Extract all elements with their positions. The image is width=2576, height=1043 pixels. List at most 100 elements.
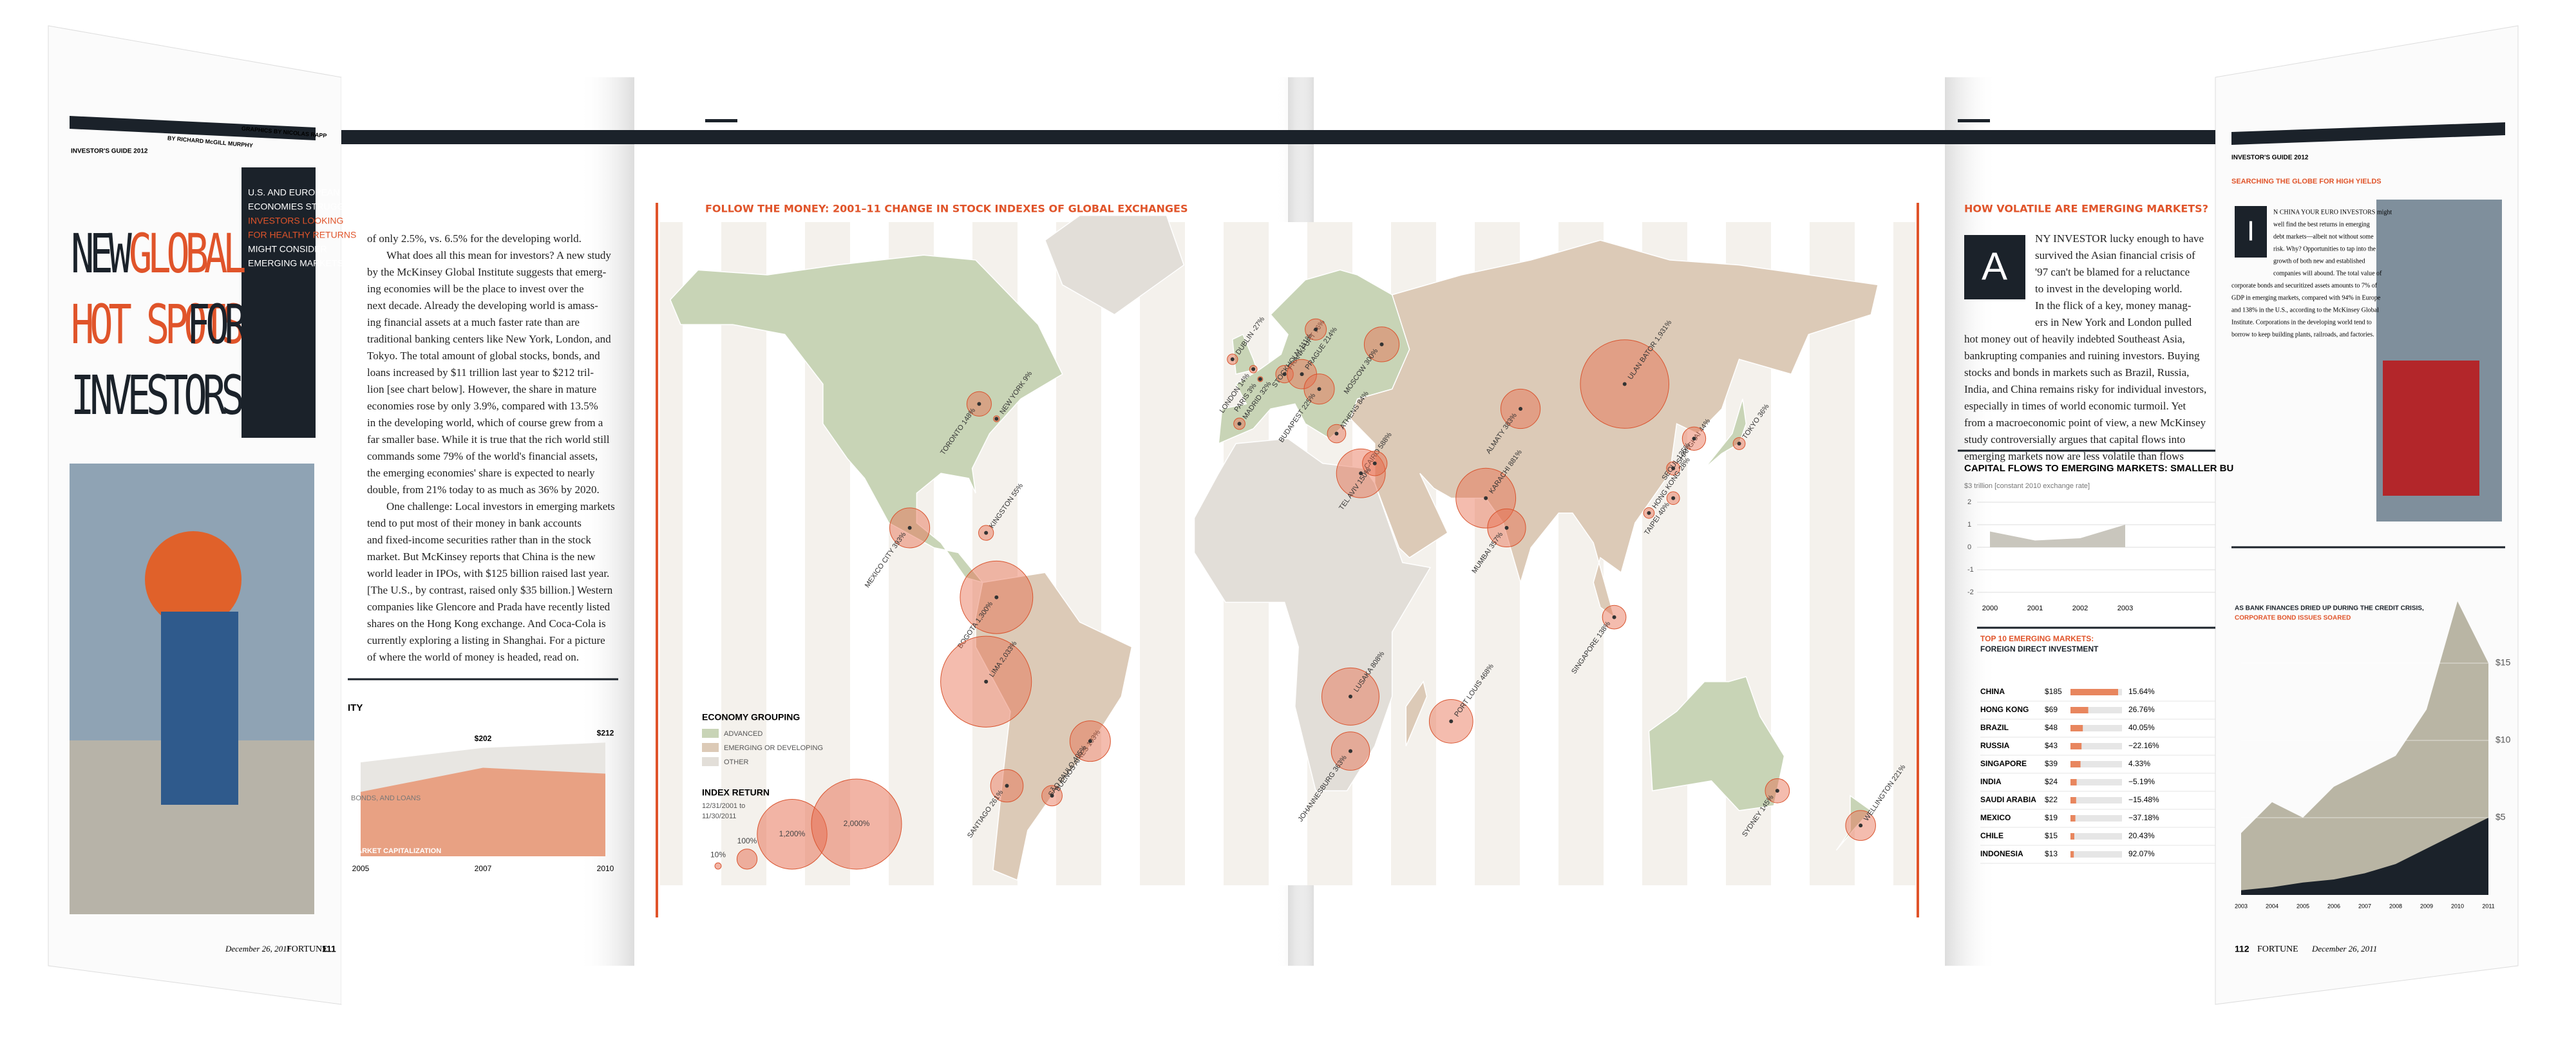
- city-dot: [1379, 342, 1384, 346]
- city-dot: [1088, 739, 1092, 744]
- x-tick-label: 2000: [1982, 605, 1998, 612]
- article-title: HOW VOLATILE ARE EMERGING MARKETS?: [1964, 203, 2208, 215]
- article-line: economies rose by only 3.9%, compared wi…: [367, 400, 598, 412]
- article-line: world leader in IPOs, with $125 billion …: [367, 567, 609, 579]
- article-line: GDP in emerging markets, compared with 9…: [2231, 294, 2381, 301]
- x-tick-label: 2003: [2235, 903, 2248, 909]
- article-line: N CHINA YOUR EURO INVESTORS might: [2273, 209, 2392, 216]
- article-line: NY INVESTOR lucky enough to have: [2035, 232, 2204, 245]
- legend-period: 11/30/2011: [702, 813, 736, 820]
- chart-subtitle: $3 trillion [constant 2010 exchange rate…: [1964, 482, 2090, 490]
- change: −37.18%: [2128, 813, 2159, 822]
- car: [2383, 361, 2479, 496]
- deck-line: EMERGING MARKETS.: [248, 258, 346, 268]
- country: INDIA: [1980, 777, 2002, 786]
- article-line: commands some 79% of the world's financi…: [367, 450, 598, 462]
- city-dot: [907, 525, 912, 530]
- change: 40.05%: [2128, 723, 2155, 732]
- city-dot: [1050, 793, 1054, 798]
- gutter-shadow: [1945, 77, 1996, 966]
- fdi-track: [2070, 815, 2122, 822]
- article-line: market. But McKinsey reports that China …: [367, 550, 596, 563]
- change: 26.76%: [2128, 705, 2155, 714]
- article-line: India, and China remains risky for indiv…: [1964, 383, 2206, 395]
- city-dot: [1258, 377, 1262, 381]
- x-tick-label: 2007: [475, 864, 492, 873]
- article-line: next decade. Already the developing worl…: [367, 299, 598, 312]
- legend-bubble-label: 100%: [737, 836, 757, 845]
- city-dot: [1504, 525, 1509, 530]
- article-line: growth of both new and established: [2273, 258, 2365, 265]
- section-label: INVESTOR'S GUIDE 2012: [2231, 155, 2309, 162]
- city-dot: [994, 417, 999, 421]
- city-dot: [1372, 461, 1377, 465]
- fdi-bar: [2070, 689, 2118, 695]
- fdi-bar: [2070, 851, 2074, 858]
- legend-title: ECONOMY GROUPING: [702, 712, 800, 722]
- chart-title: AS BANK FINANCES DRIED UP DURING THE CRE…: [2235, 605, 2424, 612]
- section-label: INVESTOR'S GUIDE 2012: [71, 148, 148, 155]
- area-label: MARKET CAPITALIZATION: [351, 847, 441, 855]
- landmass: [975, 572, 1133, 881]
- city-dot: [1317, 387, 1321, 391]
- city-dot: [1449, 719, 1454, 724]
- country: MEXICO: [1980, 813, 2011, 822]
- country: SINGAPORE: [1980, 759, 2027, 768]
- fdi-track: [2070, 851, 2122, 858]
- footer-brand: FORTUNE: [287, 944, 328, 954]
- change: 4.33%: [2128, 759, 2150, 768]
- article-line: borrow to keep building plants, railroad…: [2231, 331, 2374, 338]
- map-stripe: [1101, 222, 1140, 885]
- article-line: risk. Why? Opportunities to tap into the: [2273, 245, 2376, 252]
- article-line: [The U.S., by contrast, raised only $35 …: [367, 584, 613, 596]
- article-line: corporate bonds and securitized assets a…: [2231, 282, 2378, 289]
- band-label: BONDS, AND LOANS: [351, 794, 421, 802]
- x-tick-label: 2008: [2389, 903, 2402, 909]
- y-tick-label: -2: [1967, 588, 1974, 596]
- y-tick-label: -1: [1967, 566, 1974, 574]
- footer-brand: FORTUNE: [2257, 944, 2298, 954]
- city-dot: [1775, 789, 1779, 793]
- fdi: $43: [2045, 741, 2058, 750]
- cover-title: GLOBAL: [129, 223, 245, 286]
- bank-area: [2241, 601, 2488, 895]
- fdi: $48: [2045, 723, 2058, 732]
- article-line: debt markets—albeit not without some: [2273, 233, 2374, 240]
- article-line: '97 can't be blamed for a reluctance: [2035, 266, 2190, 278]
- country: INDONESIA: [1980, 849, 2023, 858]
- landmass: [1218, 269, 1410, 445]
- legend-label: ADVANCED: [724, 730, 762, 738]
- article-line: and fixed-income securities rather than …: [367, 534, 591, 546]
- article-line: emerging markets now are less volatile t…: [1964, 450, 2184, 462]
- x-tick-label: 2010: [597, 864, 614, 873]
- change: −22.16%: [2128, 741, 2159, 750]
- bonds-area: [2241, 818, 2488, 895]
- y-tick-label: 2: [1967, 498, 1971, 506]
- y-tick-label: 0: [1967, 543, 1971, 551]
- city-dot: [1737, 441, 1741, 446]
- country: CHINA: [1980, 687, 2005, 696]
- x-tick-label: 2006: [2327, 903, 2340, 909]
- article-line: ers in New York and London pulled: [2035, 316, 2192, 328]
- fdi-track: [2070, 707, 2122, 713]
- article-line: In the flick of a key, money manag-: [2035, 299, 2192, 312]
- article-line: study controversially argues that capita…: [1964, 433, 2185, 446]
- city-dot: [1314, 327, 1318, 332]
- city-dot: [1349, 749, 1352, 753]
- drop-cap: A: [1982, 245, 2007, 288]
- footer-page: 112: [2235, 944, 2249, 954]
- article-line: traditional banking centers like New Yor…: [367, 333, 611, 345]
- article-line: tend to put most of their money in bank …: [367, 517, 582, 529]
- fdi: $19: [2045, 813, 2058, 822]
- legend-title: INDEX RETURN: [702, 787, 770, 798]
- change: 20.43%: [2128, 831, 2155, 840]
- fdi-track: [2070, 833, 2122, 840]
- hard-hat: [145, 531, 242, 628]
- article-line: by the McKinsey Global Institute suggest…: [367, 266, 607, 278]
- value-label: $202: [475, 734, 492, 743]
- table-title: FOREIGN DIRECT INVESTMENT: [1980, 644, 2099, 653]
- x-tick-label: 2007: [2358, 903, 2371, 909]
- x-tick-label: 2005: [352, 864, 370, 873]
- deck-line: MIGHT CONSIDER: [248, 244, 327, 254]
- city-dot: [1334, 431, 1339, 436]
